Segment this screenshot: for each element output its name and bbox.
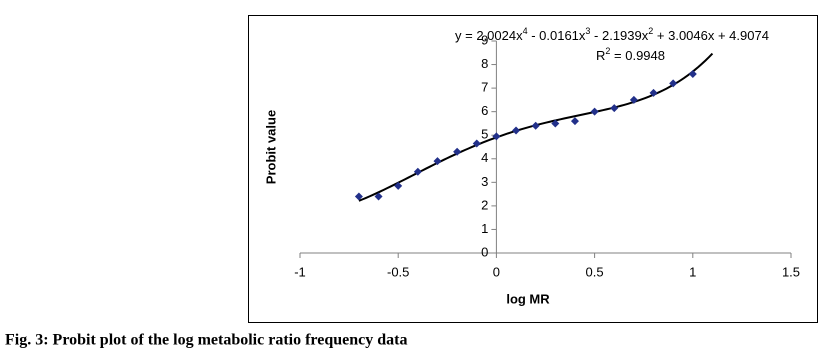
superscript: 3 xyxy=(585,26,590,36)
plot-frame xyxy=(248,15,818,323)
data-point xyxy=(394,181,403,190)
y-axis-title: Probit value xyxy=(263,110,278,184)
data-point xyxy=(472,139,481,148)
equation-part: R xyxy=(596,48,605,63)
data-point xyxy=(413,167,422,176)
data-point xyxy=(629,95,638,104)
data-point xyxy=(649,88,658,97)
data-point xyxy=(590,107,599,116)
superscript: 2 xyxy=(648,26,653,36)
y-tick-label: 6 xyxy=(481,103,488,118)
y-tick-label: 2 xyxy=(481,197,488,212)
y-tick-label: 9 xyxy=(481,32,488,47)
equation-part: - 0.0161x xyxy=(528,28,586,43)
data-point xyxy=(551,119,560,128)
y-tick-label: 5 xyxy=(481,127,488,142)
x-tick-label: 0.5 xyxy=(586,264,604,279)
data-point xyxy=(570,117,579,126)
equation-part: - 2.1939x xyxy=(590,28,648,43)
x-tick-label: 1 xyxy=(689,264,696,279)
figure-caption: Fig. 3: Probit plot of the log metabolic… xyxy=(5,332,407,349)
data-point xyxy=(531,121,540,130)
data-point xyxy=(512,126,521,135)
data-point xyxy=(669,79,678,88)
data-point xyxy=(354,192,363,201)
data-point xyxy=(610,104,619,113)
y-tick-label: 1 xyxy=(481,221,488,236)
x-axis-title: log MR xyxy=(506,291,550,306)
y-tick-label: 4 xyxy=(481,150,488,165)
trendline-equation: y = 2.0024x4 - 0.0161x3 - 2.1939x2 + 3.0… xyxy=(455,26,769,43)
superscript: 4 xyxy=(523,26,528,36)
superscript: 2 xyxy=(605,46,610,56)
y-tick-label: 8 xyxy=(481,56,488,71)
data-point xyxy=(374,192,383,201)
data-point xyxy=(492,132,501,141)
r-squared: R2 = 0.9948 xyxy=(596,46,665,63)
equation-part: = 0.9948 xyxy=(610,48,665,63)
y-tick-label: 7 xyxy=(481,80,488,95)
equation-part: y = 2.0024x xyxy=(455,28,523,43)
data-point xyxy=(433,157,442,166)
equation-part: + 3.0046x + 4.9074 xyxy=(653,28,769,43)
data-point xyxy=(688,69,697,78)
y-tick-label: 3 xyxy=(481,174,488,189)
data-point xyxy=(453,147,462,156)
x-tick-label: -1 xyxy=(294,264,306,279)
y-tick-label: 0 xyxy=(481,244,488,259)
x-tick-label: 1.5 xyxy=(782,264,800,279)
x-tick-label: 0 xyxy=(493,264,500,279)
x-tick-label: -0.5 xyxy=(387,264,409,279)
